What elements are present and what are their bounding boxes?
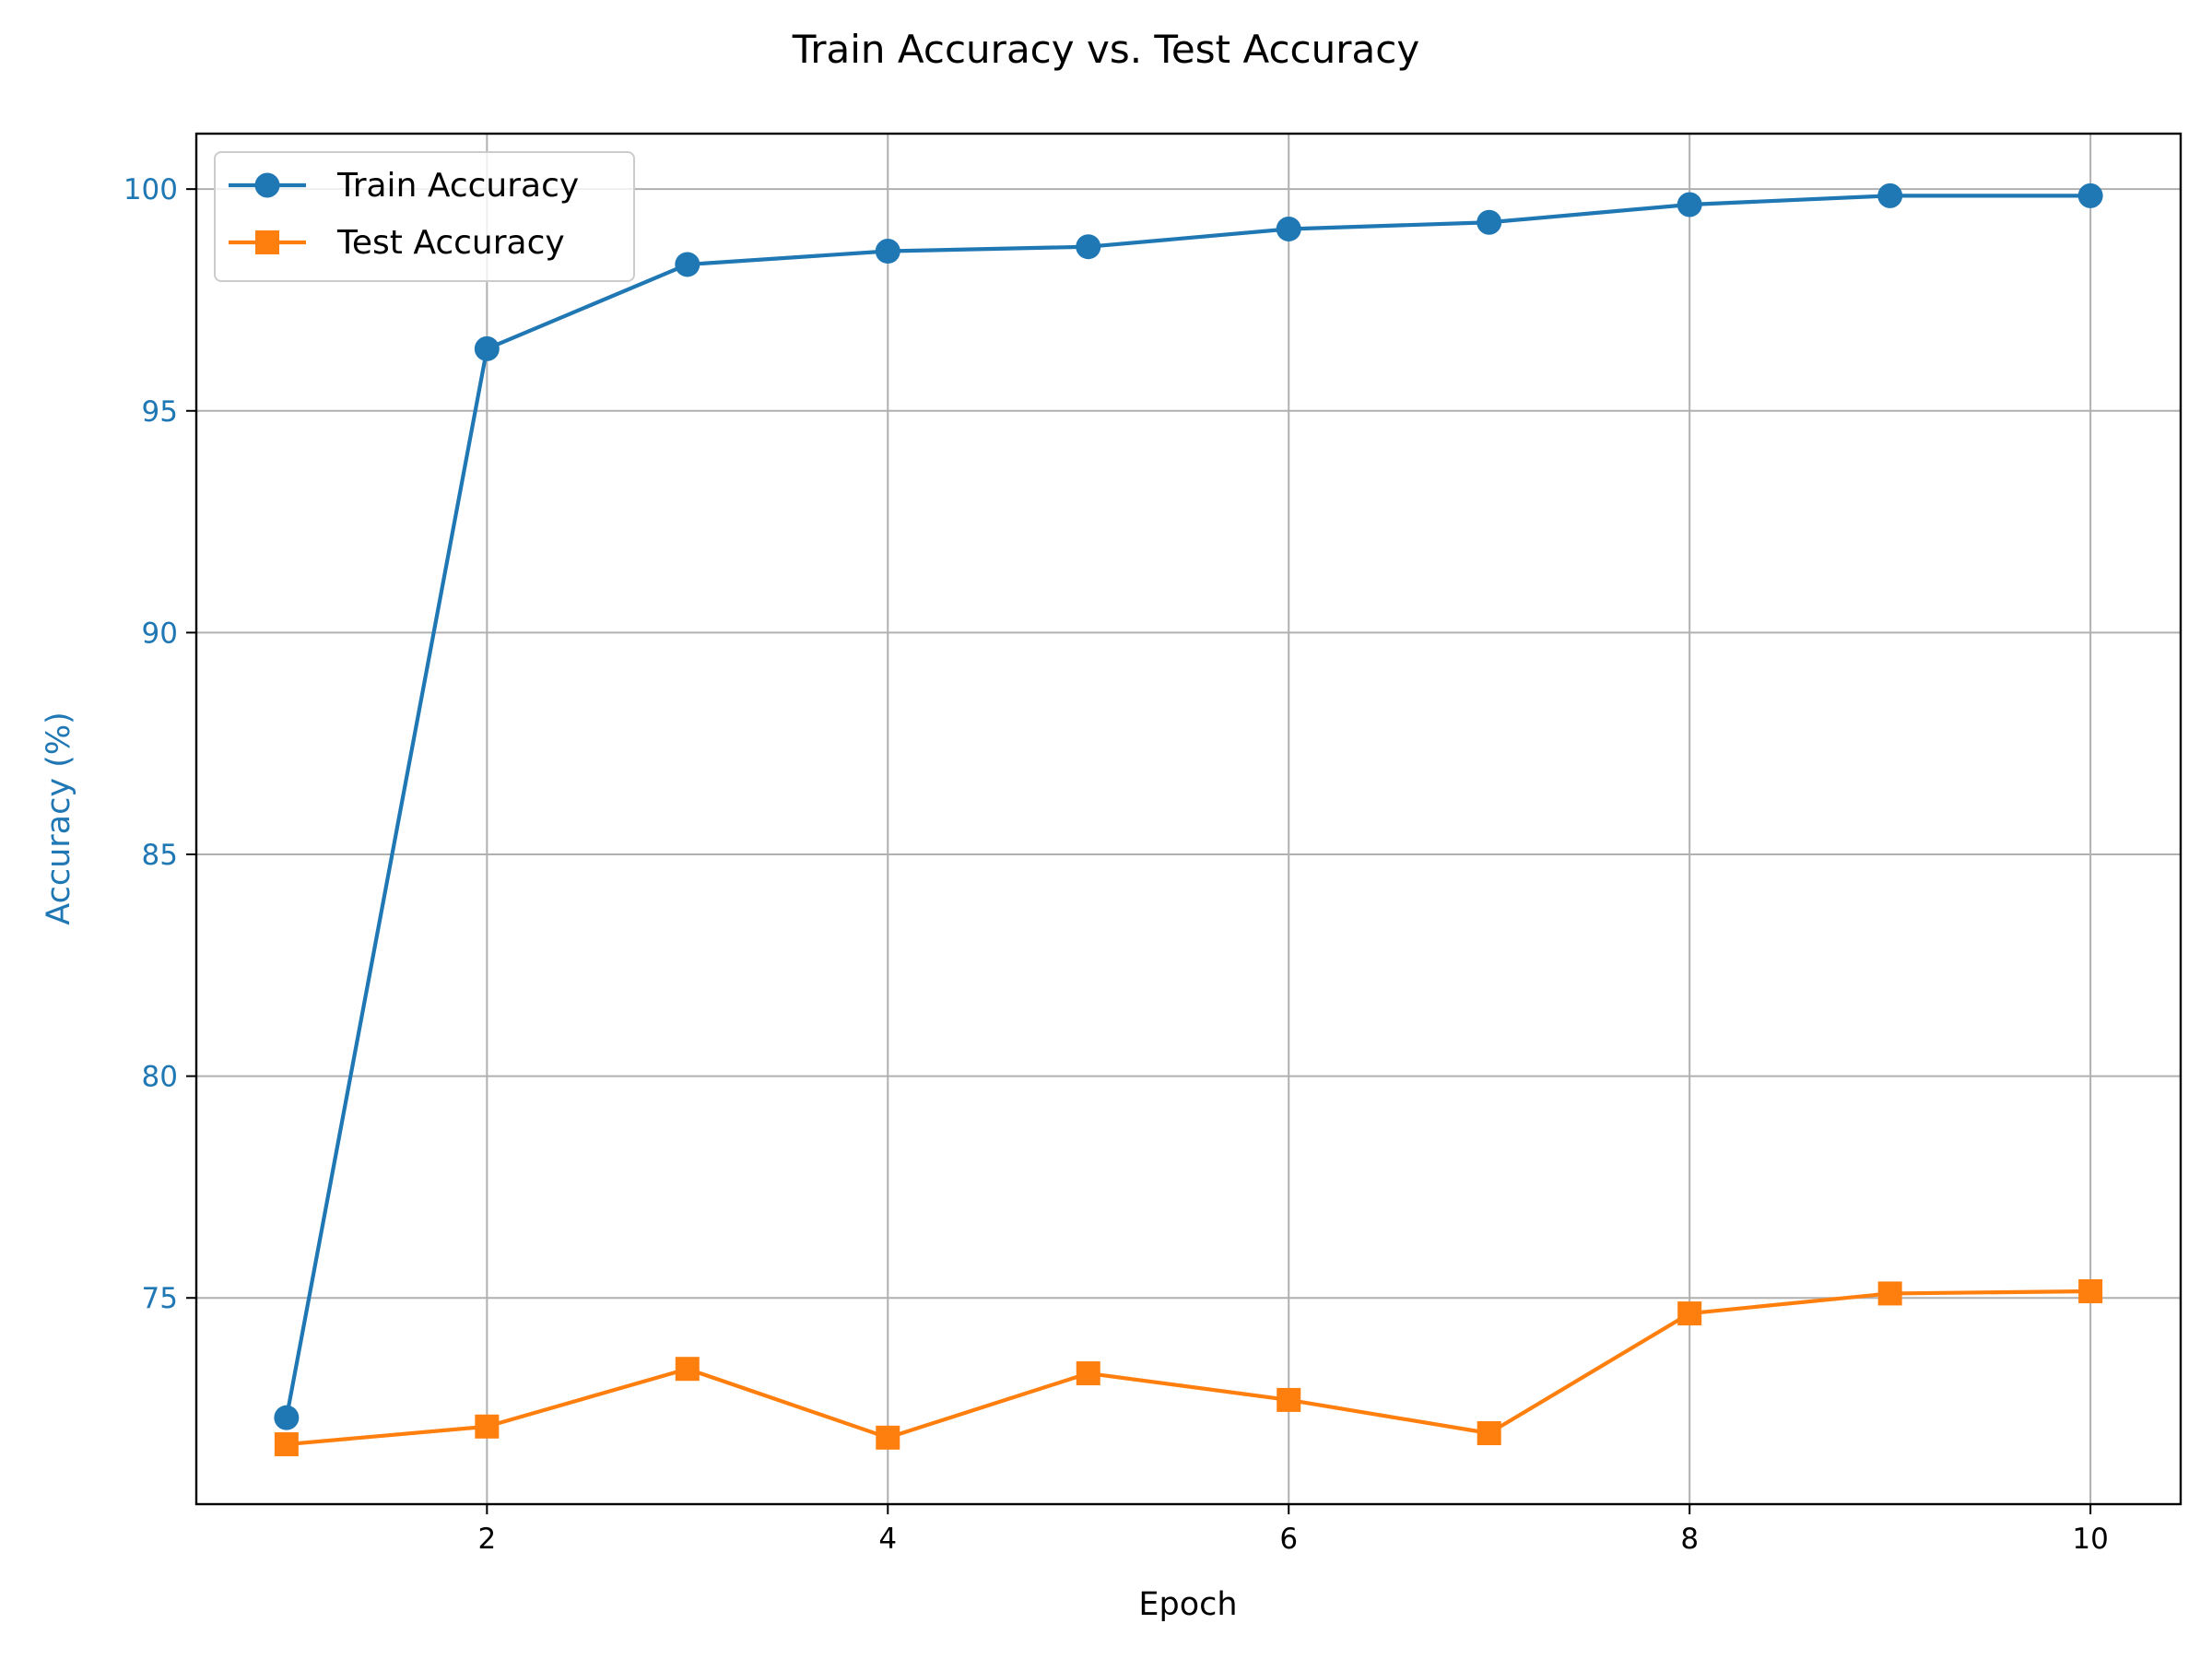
y-tick-label: 95 [142,395,178,429]
data-point [1276,216,1301,241]
data-point [474,335,500,361]
x-tick-label: 2 [477,1523,496,1556]
data-point [1677,192,1702,218]
data-point [274,1405,300,1430]
legend-label: Train Accuracy [336,167,579,205]
legend-marker [254,172,280,198]
data-point [1277,1387,1301,1412]
data-point [1877,1281,1902,1306]
y-tick-label: 75 [142,1282,178,1315]
legend-marker [255,230,279,254]
data-point [2078,1279,2103,1304]
data-point [274,1432,299,1457]
series-layer [274,182,2103,1457]
grid [196,134,2181,1504]
y-tick-label: 80 [142,1061,178,1094]
legend-box [214,151,635,282]
data-point [1677,1301,1702,1326]
x-axis-title: Epoch [1138,1586,1237,1623]
axes: 2 4 6 8 10 75 80 85 90 95 100 [124,173,2109,1556]
series-2 [274,1279,2103,1457]
data-point [1076,234,1101,260]
data-point [475,1414,500,1439]
x-tick-label: 8 [1680,1523,1699,1556]
data-point [876,1425,900,1450]
data-point [2077,182,2103,208]
series-line [284,194,2091,1418]
chart-title: Train Accuracy vs. Test Accuracy [792,27,1419,72]
y-tick-label: 100 [124,173,178,206]
series-line [286,1288,2091,1447]
x-tick-label: 10 [2072,1523,2108,1556]
data-point [675,1357,700,1382]
x-tick-label: 6 [1279,1523,1298,1556]
data-point [1477,209,1502,235]
data-point [875,239,900,265]
series-1 [274,182,2103,1430]
data-point [1477,1421,1501,1446]
y-tick-label: 85 [142,839,178,872]
y-axis-title: Accuracy (%) [41,712,77,924]
data-point [1076,1361,1100,1386]
data-point [675,252,700,277]
legend-label: Test Accuracy [336,224,565,262]
legend: Train Accuracy Test Accuracy [214,151,635,282]
y-tick-label: 90 [142,617,178,650]
data-point [1877,182,1903,208]
plot-frame [194,132,2183,1506]
x-tick-label: 4 [878,1523,897,1556]
